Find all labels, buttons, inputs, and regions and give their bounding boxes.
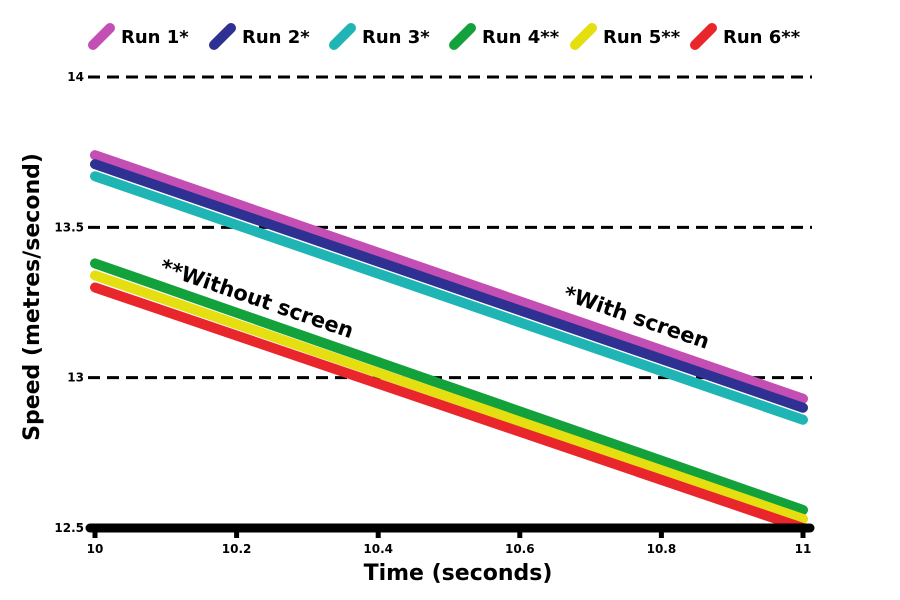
grid-lines	[88, 75, 812, 380]
x-tick-label: 11	[795, 542, 812, 556]
legend-swatch-run-2	[209, 23, 236, 50]
legend-swatch-run-5	[570, 23, 597, 50]
legend-label-run-3: Run 3*	[362, 27, 430, 48]
series-lines	[90, 150, 808, 533]
legend-label-run-2: Run 2*	[242, 27, 310, 48]
series-line-run-1	[90, 150, 808, 404]
tick-labels: 12.5 13 13.5 14 10 10.2 10.4 10.6 10.8 11	[54, 70, 811, 556]
y-tick-label: 13	[67, 371, 84, 385]
legend-label-run-5: Run 5**	[603, 27, 681, 48]
x-tick-label: 10.4	[363, 542, 393, 556]
y-axis-title: Speed (metres/second)	[20, 153, 45, 441]
series-line-run-2	[90, 159, 808, 413]
x-axis-title: Time (seconds)	[364, 561, 553, 586]
x-axis	[85, 523, 815, 538]
x-tick-label: 10.6	[505, 542, 535, 556]
legend-swatch-run-1	[88, 23, 115, 50]
legend-swatch-run-4	[449, 23, 476, 50]
legend-label-run-6: Run 6**	[723, 27, 801, 48]
x-tick-label: 10.2	[222, 542, 252, 556]
series-line-run-3	[90, 171, 808, 425]
series-line-run-4	[90, 258, 808, 515]
series-line-run-6	[90, 282, 808, 533]
legend-label-run-1: Run 1*	[121, 27, 189, 48]
series-line-run-5	[90, 270, 808, 524]
y-tick-label: 14	[67, 70, 84, 84]
legend-swatch-run-3	[329, 23, 356, 50]
x-tick-label: 10	[87, 542, 104, 556]
legend-swatch-run-6	[690, 23, 717, 50]
legend: Run 1* Run 2* Run 3* Run 4** Run 5** Run 6**	[88, 23, 801, 50]
x-tick-label: 10.8	[647, 542, 677, 556]
legend-label-run-4: Run 4**	[482, 27, 560, 48]
y-tick-label: 12.5	[54, 521, 84, 535]
y-tick-label: 13.5	[54, 220, 84, 234]
